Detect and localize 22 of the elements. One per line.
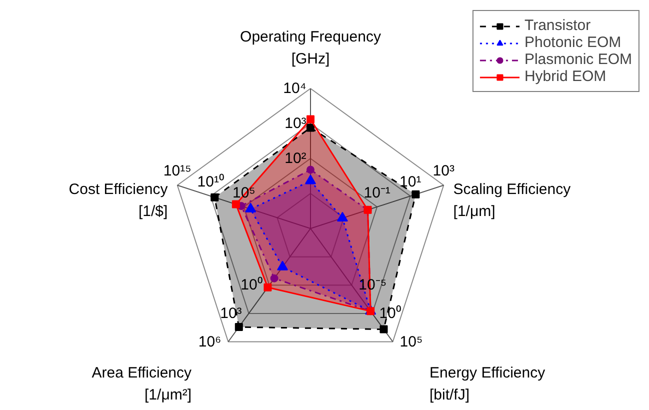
spoke-label: Cost Efficiency [1/$] bbox=[68, 180, 168, 220]
spoke-label: Operating Frequency [GHz] bbox=[240, 28, 382, 68]
spoke-label: Area Efficiency [1/μm²] bbox=[92, 364, 192, 404]
text: 10³ bbox=[432, 162, 454, 180]
text: 10⁻¹ bbox=[364, 184, 390, 202]
spoke-label: Scaling Efficiency [1/μm] bbox=[453, 180, 572, 220]
text: 10⁰ bbox=[379, 304, 401, 322]
text: 10¹⁰ bbox=[197, 173, 224, 190]
text: 10⁵ bbox=[400, 333, 423, 350]
legend-label: Hybrid EOM bbox=[524, 68, 606, 85]
text: 10¹⁵ bbox=[163, 162, 192, 180]
text: 10⁴ bbox=[283, 80, 306, 97]
legend-label: Photonic EOM bbox=[524, 34, 622, 51]
text: 10¹ bbox=[400, 173, 422, 190]
legend-label: Transistor bbox=[524, 17, 591, 34]
text: 10³ bbox=[284, 115, 306, 132]
text: 10⁰ bbox=[240, 276, 262, 294]
text: 10³ bbox=[220, 304, 242, 322]
legend-label: Plasmonic EOM bbox=[524, 51, 632, 68]
text: 10² bbox=[284, 150, 306, 167]
text: 10⁶ bbox=[198, 333, 222, 350]
spoke-label: Energy Efficiency [bit/fJ] bbox=[430, 364, 546, 404]
